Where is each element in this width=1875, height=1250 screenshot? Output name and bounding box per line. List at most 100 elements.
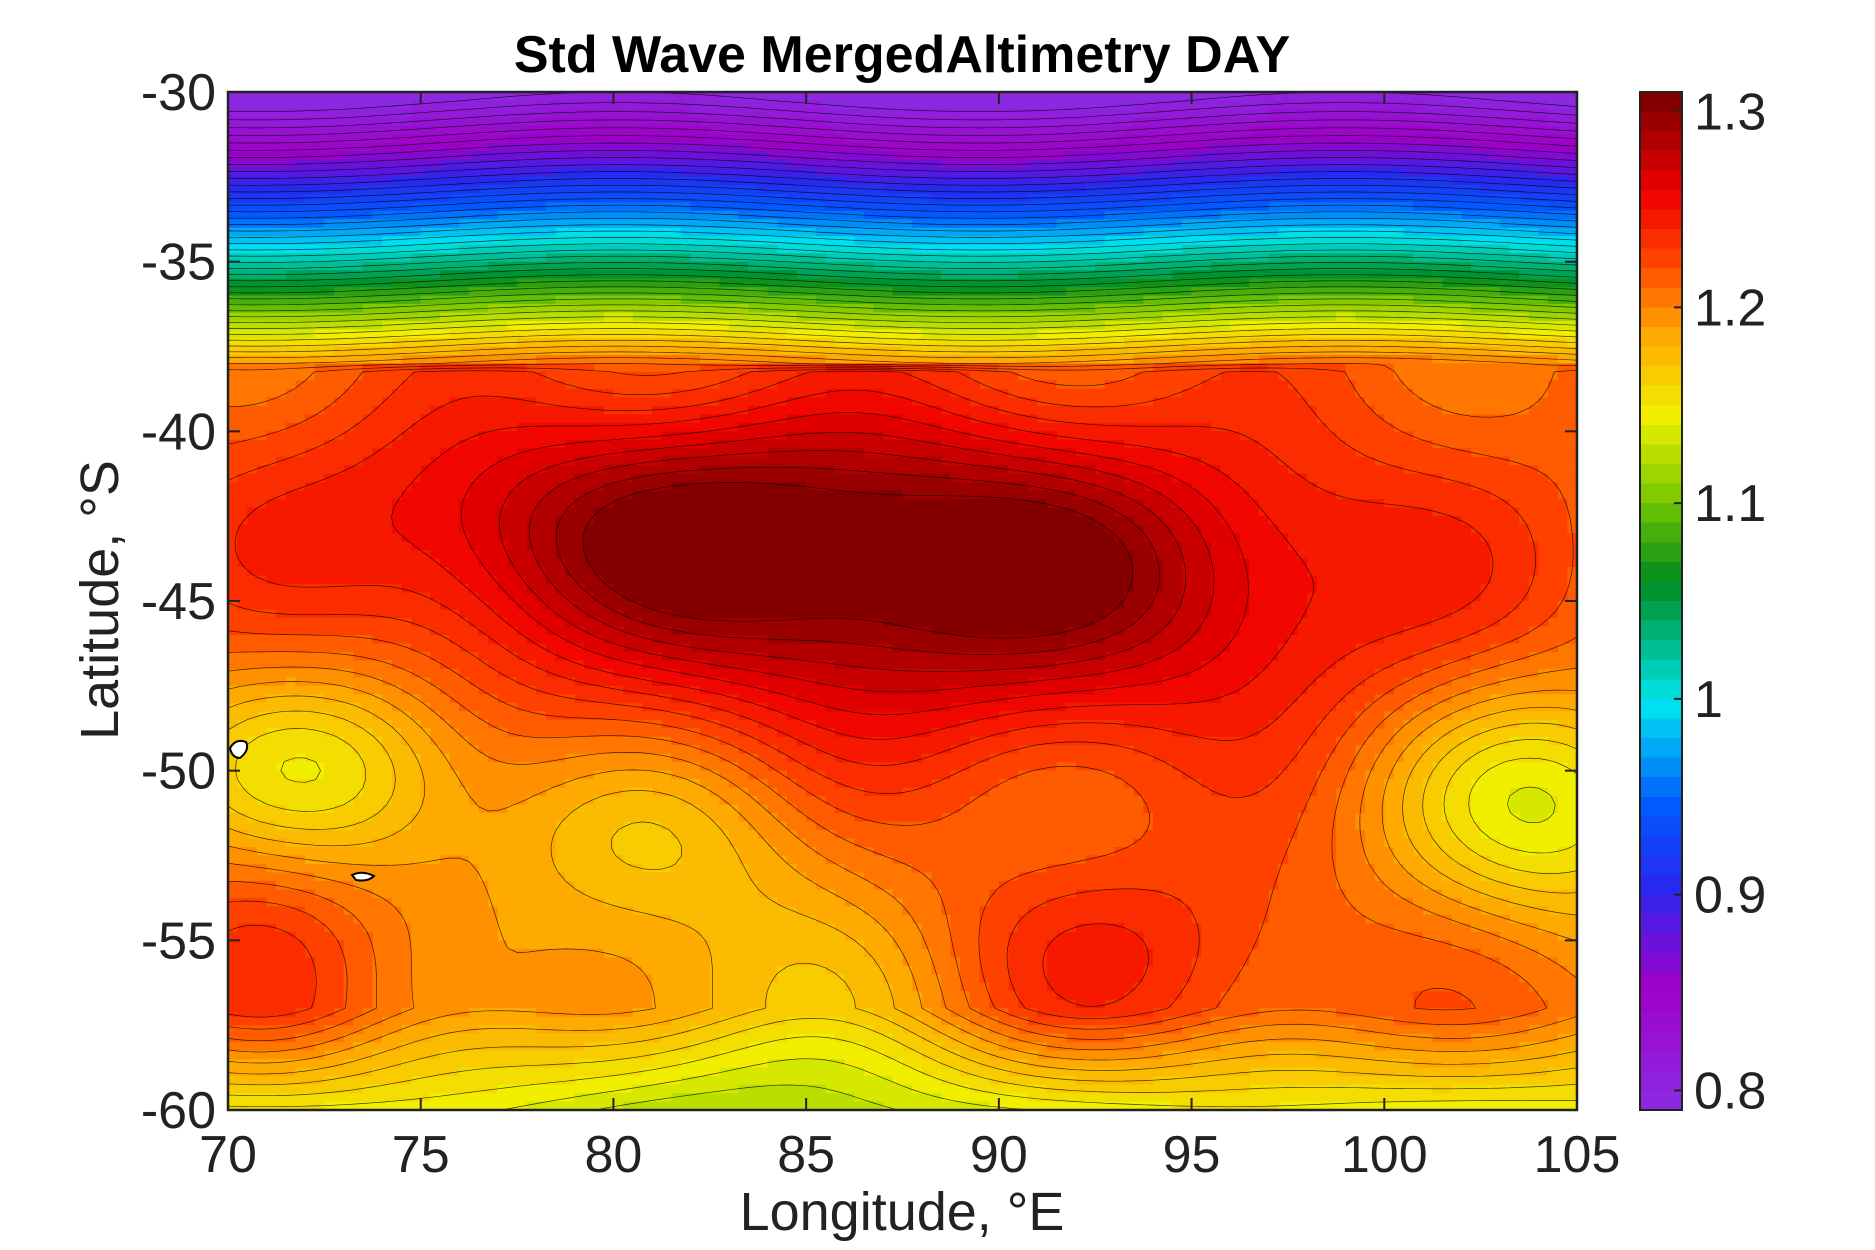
field-cell bbox=[951, 219, 961, 228]
field-cell bbox=[816, 126, 826, 135]
field-cell bbox=[710, 228, 720, 237]
field-cell bbox=[623, 296, 633, 305]
field-cell bbox=[353, 355, 363, 364]
field-cell bbox=[719, 236, 729, 245]
field-cell bbox=[363, 380, 373, 389]
field-cell bbox=[1182, 313, 1192, 322]
field-cell bbox=[806, 355, 816, 364]
field-cell bbox=[392, 363, 402, 372]
field-cell bbox=[1105, 287, 1115, 296]
field-cell bbox=[565, 126, 575, 135]
field-cell bbox=[681, 347, 691, 356]
field-cell bbox=[864, 296, 874, 305]
field-cell bbox=[363, 151, 373, 160]
field-cell bbox=[594, 279, 604, 288]
field-cell bbox=[1336, 168, 1346, 177]
field-cell bbox=[613, 185, 623, 194]
field-cell bbox=[1249, 270, 1259, 279]
field-cell bbox=[382, 313, 392, 322]
field-cell bbox=[1500, 160, 1510, 169]
field-cell bbox=[1076, 279, 1086, 288]
field-cell bbox=[373, 219, 383, 228]
field-cell bbox=[498, 126, 508, 135]
field-cell bbox=[825, 160, 835, 169]
field-cell bbox=[498, 202, 508, 211]
field-cell bbox=[931, 168, 941, 177]
field-cell bbox=[806, 338, 816, 347]
field-cell bbox=[806, 177, 816, 186]
field-cell bbox=[1461, 279, 1471, 288]
field-cell bbox=[912, 321, 922, 330]
field-cell bbox=[729, 355, 739, 364]
field-cell bbox=[1018, 219, 1028, 228]
field-cell bbox=[556, 389, 566, 398]
field-cell bbox=[768, 304, 778, 313]
field-cell bbox=[623, 338, 633, 347]
field-cell bbox=[1037, 296, 1047, 305]
field-cell bbox=[1008, 296, 1018, 305]
field-cell bbox=[286, 211, 296, 220]
field-cell bbox=[980, 185, 990, 194]
field-cell bbox=[797, 219, 807, 228]
field-cell bbox=[1220, 355, 1230, 364]
field-cell bbox=[1519, 347, 1529, 356]
field-cell bbox=[1288, 380, 1298, 389]
field-cell bbox=[363, 194, 373, 203]
field-cell bbox=[739, 92, 749, 101]
field-cell bbox=[1037, 372, 1047, 381]
field-cell bbox=[1259, 211, 1269, 220]
field-cell bbox=[1336, 304, 1346, 313]
field-cell bbox=[1461, 100, 1471, 109]
field-cell bbox=[1105, 372, 1115, 381]
field-cell bbox=[604, 372, 614, 381]
field-cell bbox=[1384, 372, 1394, 381]
field-cell bbox=[980, 202, 990, 211]
field-cell bbox=[1172, 211, 1182, 220]
field-cell bbox=[739, 134, 749, 143]
field-cell bbox=[633, 151, 643, 160]
field-cell bbox=[662, 279, 672, 288]
field-cell bbox=[373, 262, 383, 271]
field-cell bbox=[565, 287, 575, 296]
field-cell bbox=[498, 228, 508, 237]
field-cell bbox=[1529, 194, 1539, 203]
field-cell bbox=[363, 219, 373, 228]
field-cell bbox=[1008, 304, 1018, 313]
field-cell bbox=[507, 304, 517, 313]
field-cell bbox=[671, 380, 681, 389]
field-cell bbox=[671, 100, 681, 109]
field-cell bbox=[1355, 117, 1365, 126]
field-cell bbox=[835, 194, 845, 203]
field-cell bbox=[825, 330, 835, 339]
field-cell bbox=[739, 304, 749, 313]
field-cell bbox=[334, 109, 344, 118]
field-cell bbox=[758, 279, 768, 288]
field-cell bbox=[912, 168, 922, 177]
field-cell bbox=[324, 262, 334, 271]
field-cell bbox=[613, 245, 623, 254]
field-cell bbox=[816, 117, 826, 126]
field-cell bbox=[1018, 236, 1028, 245]
field-cell bbox=[1519, 219, 1529, 228]
field-cell bbox=[1394, 117, 1404, 126]
field-cell bbox=[315, 185, 325, 194]
field-cell bbox=[662, 245, 672, 254]
field-cell bbox=[238, 126, 248, 135]
field-cell bbox=[989, 117, 999, 126]
field-cell bbox=[787, 151, 797, 160]
field-cell bbox=[1355, 296, 1365, 305]
field-cell bbox=[1413, 134, 1423, 143]
field-cell bbox=[257, 185, 267, 194]
field-cell bbox=[469, 151, 479, 160]
field-cell bbox=[1490, 262, 1500, 271]
field-cell bbox=[1143, 253, 1153, 262]
field-cell bbox=[1269, 279, 1279, 288]
field-cell bbox=[1298, 126, 1308, 135]
field-cell bbox=[1442, 236, 1452, 245]
field-cell bbox=[1365, 355, 1375, 364]
field-cell bbox=[507, 117, 517, 126]
field-cell bbox=[758, 287, 768, 296]
field-cell bbox=[700, 304, 710, 313]
field-cell bbox=[1095, 304, 1105, 313]
field-cell bbox=[1018, 296, 1028, 305]
